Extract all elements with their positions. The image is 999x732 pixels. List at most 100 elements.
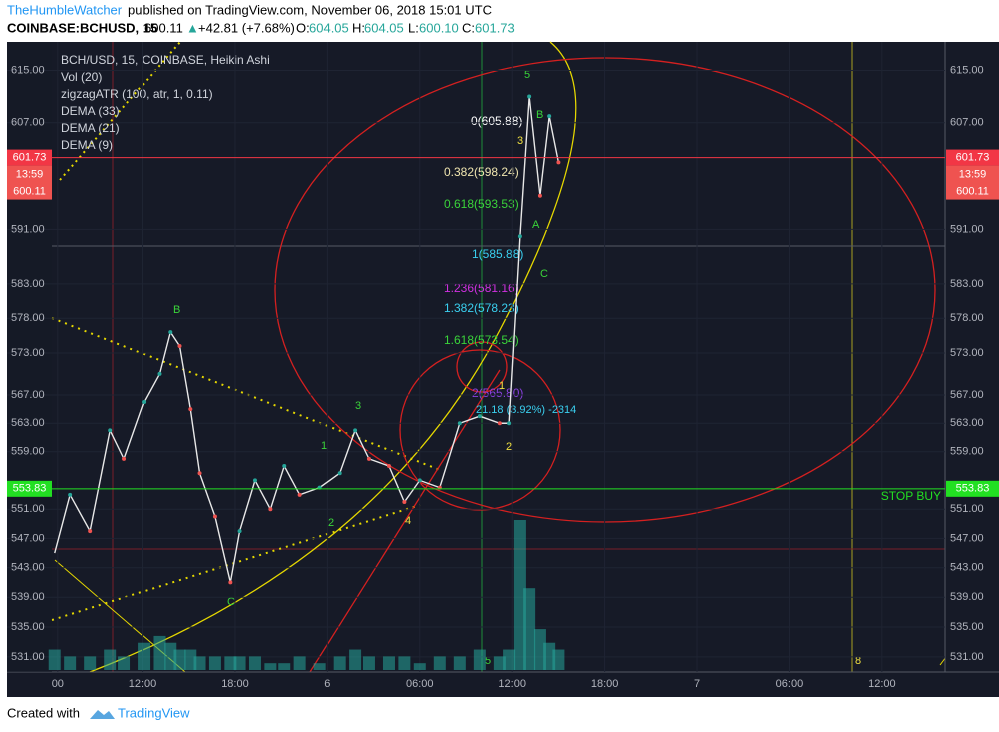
change: +42.81 (+7.68%)	[198, 20, 295, 35]
volume-bar	[473, 649, 486, 670]
volume-bar	[513, 520, 526, 670]
fib-label: 0.382(598.24)	[444, 165, 519, 179]
arc	[89, 41, 577, 673]
volume-bar	[333, 656, 346, 670]
price-point	[353, 428, 358, 433]
wave-label: 5	[485, 655, 491, 667]
close: 601.73	[475, 20, 515, 35]
high: 604.05	[364, 20, 404, 35]
price-tags: 601.73 601.73 13:59 600.11 13:59 600.11 553.83…	[7, 149, 999, 497]
price-point	[68, 492, 73, 497]
y-tick-label: 615.00	[11, 64, 45, 76]
volume-bar	[398, 656, 411, 670]
price-point	[168, 330, 173, 335]
volume-bar	[362, 656, 375, 670]
y-tick-label: 578.00	[950, 312, 984, 324]
price-point	[297, 492, 302, 497]
y-tick-label: 591.00	[11, 223, 45, 235]
countdown-tag	[7, 165, 52, 200]
circle	[456, 341, 508, 393]
volume-bar	[164, 642, 177, 670]
countdown: 13:59	[959, 168, 987, 180]
y-tick-label: 567.00	[11, 389, 45, 401]
volume-bar	[64, 656, 77, 670]
price-point	[228, 580, 233, 585]
volume-bar	[503, 649, 516, 670]
y-tick-label: 567.00	[950, 389, 984, 401]
drawings	[51, 41, 947, 673]
author[interactable]: TheHumbleWatcher	[7, 2, 123, 17]
fib-label: 1.382(578.23)	[444, 301, 519, 315]
price-tag	[946, 480, 999, 497]
wave-label: A	[532, 219, 540, 231]
y-tick-label: 551.00	[950, 503, 984, 515]
price-point	[157, 371, 162, 376]
volume-bar	[208, 656, 221, 670]
volume-bar	[173, 649, 186, 670]
y-tick-label: 615.00	[950, 64, 984, 76]
y-tick-label: 583.00	[11, 278, 45, 290]
wave-label: 3	[355, 400, 361, 412]
y-tick-label: 547.00	[950, 532, 984, 544]
price-point	[177, 343, 182, 348]
volume-bar	[293, 656, 306, 670]
wave-label: B	[536, 109, 543, 121]
y-tick-label: 531.00	[11, 651, 45, 663]
volume-bar	[193, 656, 206, 670]
volume-bar	[523, 588, 536, 670]
legend: BCH/USD, 15, COINBASE, Heikin Ashi Vol (…	[61, 53, 270, 152]
price-point	[366, 456, 371, 461]
volume-bar	[533, 629, 546, 670]
last-price: 600.11	[956, 185, 989, 197]
price-point	[142, 400, 147, 405]
y-tick-label: 563.00	[11, 417, 45, 429]
countdown: 13:59	[16, 168, 44, 180]
y-tick-label: 591.00	[950, 223, 984, 235]
fib-label: 2(565.80)	[472, 386, 523, 400]
countdown-tag	[946, 165, 999, 200]
y-tick-label: 578.00	[11, 312, 45, 324]
y-tick-label: 539.00	[950, 591, 984, 603]
volume-bar	[382, 656, 395, 670]
wave-label: 2	[328, 517, 334, 529]
trendline	[59, 41, 181, 181]
fib-label: 1.618(573.54)	[444, 333, 519, 347]
price-point	[497, 421, 502, 426]
fib-label: 1.236(581.16)	[444, 281, 519, 295]
fib-label: 1(585.88)	[472, 247, 523, 261]
arrow: ▲	[186, 20, 199, 35]
trendline	[51, 504, 421, 621]
price-point	[386, 464, 391, 469]
last: 600.11	[144, 20, 183, 35]
indicator: zigzagATR (100, atr, 1, 0.11)	[61, 87, 213, 101]
y-tick-label: 543.00	[950, 562, 984, 574]
price-point	[237, 529, 242, 534]
volume-bar	[278, 663, 291, 670]
y-tick-label: 539.00	[11, 591, 45, 603]
wave-label: C	[540, 268, 548, 280]
low: 600.10	[419, 20, 459, 35]
brand[interactable]: TradingView	[118, 705, 190, 720]
price-line-label: STOP BUY	[881, 489, 941, 503]
wave-label: 1	[499, 380, 505, 392]
last-price: 600.11	[13, 185, 46, 197]
y-tick-label: 573.00	[11, 347, 45, 359]
indicator: DEMA (21)	[61, 121, 120, 135]
wave-label: 3	[517, 135, 523, 147]
price-tag-label: 553.83	[13, 483, 47, 495]
price-point	[268, 507, 273, 512]
wave-label: 8	[855, 655, 861, 667]
price-tag-label: 553.83	[956, 483, 990, 495]
wave-label: 5	[524, 69, 530, 81]
volume-bar	[84, 656, 97, 670]
price-point	[547, 114, 552, 119]
chart-background	[7, 42, 999, 697]
price-point	[252, 478, 257, 483]
logo	[90, 710, 115, 719]
price-point	[212, 514, 217, 519]
x-tick-label: 6	[324, 678, 330, 690]
volume-bar	[433, 656, 446, 670]
volume-bar	[313, 663, 326, 670]
price-point	[477, 414, 482, 419]
